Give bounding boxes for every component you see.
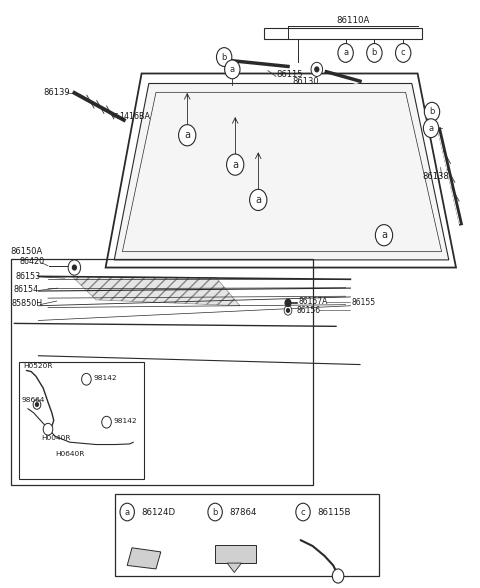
Circle shape	[36, 403, 38, 406]
Text: 86420: 86420	[19, 257, 44, 266]
Text: 1416BA: 1416BA	[119, 112, 150, 121]
Text: b: b	[221, 52, 227, 62]
Polygon shape	[72, 276, 240, 306]
Circle shape	[227, 154, 244, 175]
Text: 86155: 86155	[351, 298, 375, 307]
Text: 86138: 86138	[422, 172, 449, 181]
Text: 87864: 87864	[229, 507, 257, 516]
Circle shape	[33, 400, 41, 409]
Polygon shape	[114, 83, 449, 260]
Text: H0640R: H0640R	[55, 451, 84, 457]
Circle shape	[250, 189, 267, 211]
Text: 85850H: 85850H	[12, 299, 43, 309]
Text: a: a	[232, 159, 238, 170]
Text: H0040R: H0040R	[41, 435, 70, 441]
Circle shape	[216, 48, 232, 66]
FancyBboxPatch shape	[19, 362, 144, 479]
Text: 86156: 86156	[297, 306, 321, 315]
Circle shape	[311, 62, 323, 76]
Text: b: b	[213, 507, 218, 516]
Circle shape	[338, 44, 353, 62]
Circle shape	[287, 309, 289, 312]
Text: a: a	[184, 130, 190, 141]
Circle shape	[120, 503, 134, 521]
Text: a: a	[343, 48, 348, 58]
Circle shape	[225, 60, 240, 79]
Text: 86139: 86139	[43, 88, 70, 98]
Text: b: b	[429, 107, 435, 116]
Circle shape	[296, 503, 310, 521]
Circle shape	[396, 44, 411, 62]
Text: a: a	[381, 230, 387, 240]
Text: 86154: 86154	[13, 285, 38, 295]
FancyBboxPatch shape	[115, 494, 379, 576]
Text: 86124D: 86124D	[142, 507, 176, 516]
Circle shape	[102, 416, 111, 428]
Text: a: a	[255, 195, 261, 205]
Text: a: a	[429, 123, 433, 133]
Circle shape	[424, 102, 440, 121]
Circle shape	[285, 299, 291, 306]
Text: 86157A: 86157A	[299, 296, 328, 306]
Text: 98142: 98142	[113, 418, 137, 424]
Circle shape	[332, 569, 344, 583]
Text: 86130: 86130	[293, 76, 319, 86]
Circle shape	[367, 44, 382, 62]
Text: 86150A: 86150A	[11, 247, 43, 256]
Circle shape	[43, 423, 53, 435]
Circle shape	[284, 306, 292, 315]
Circle shape	[375, 225, 393, 246]
Text: 98142: 98142	[93, 375, 117, 381]
Text: 86115: 86115	[276, 69, 302, 79]
FancyBboxPatch shape	[215, 546, 256, 563]
Polygon shape	[227, 563, 241, 573]
Circle shape	[179, 125, 196, 146]
Text: 86110A: 86110A	[336, 16, 370, 25]
Text: a: a	[125, 507, 130, 516]
Text: a: a	[230, 65, 235, 74]
Text: c: c	[300, 507, 305, 516]
Circle shape	[208, 503, 222, 521]
Text: 86115B: 86115B	[317, 507, 351, 516]
Circle shape	[315, 67, 319, 72]
Text: 86153: 86153	[15, 272, 40, 281]
Text: 98664: 98664	[21, 397, 45, 403]
Text: H0520R: H0520R	[23, 363, 52, 369]
Text: c: c	[401, 48, 406, 58]
Circle shape	[82, 373, 91, 385]
Polygon shape	[127, 548, 161, 569]
Circle shape	[72, 265, 76, 270]
Circle shape	[423, 119, 439, 138]
Circle shape	[68, 260, 81, 275]
Text: b: b	[372, 48, 377, 58]
